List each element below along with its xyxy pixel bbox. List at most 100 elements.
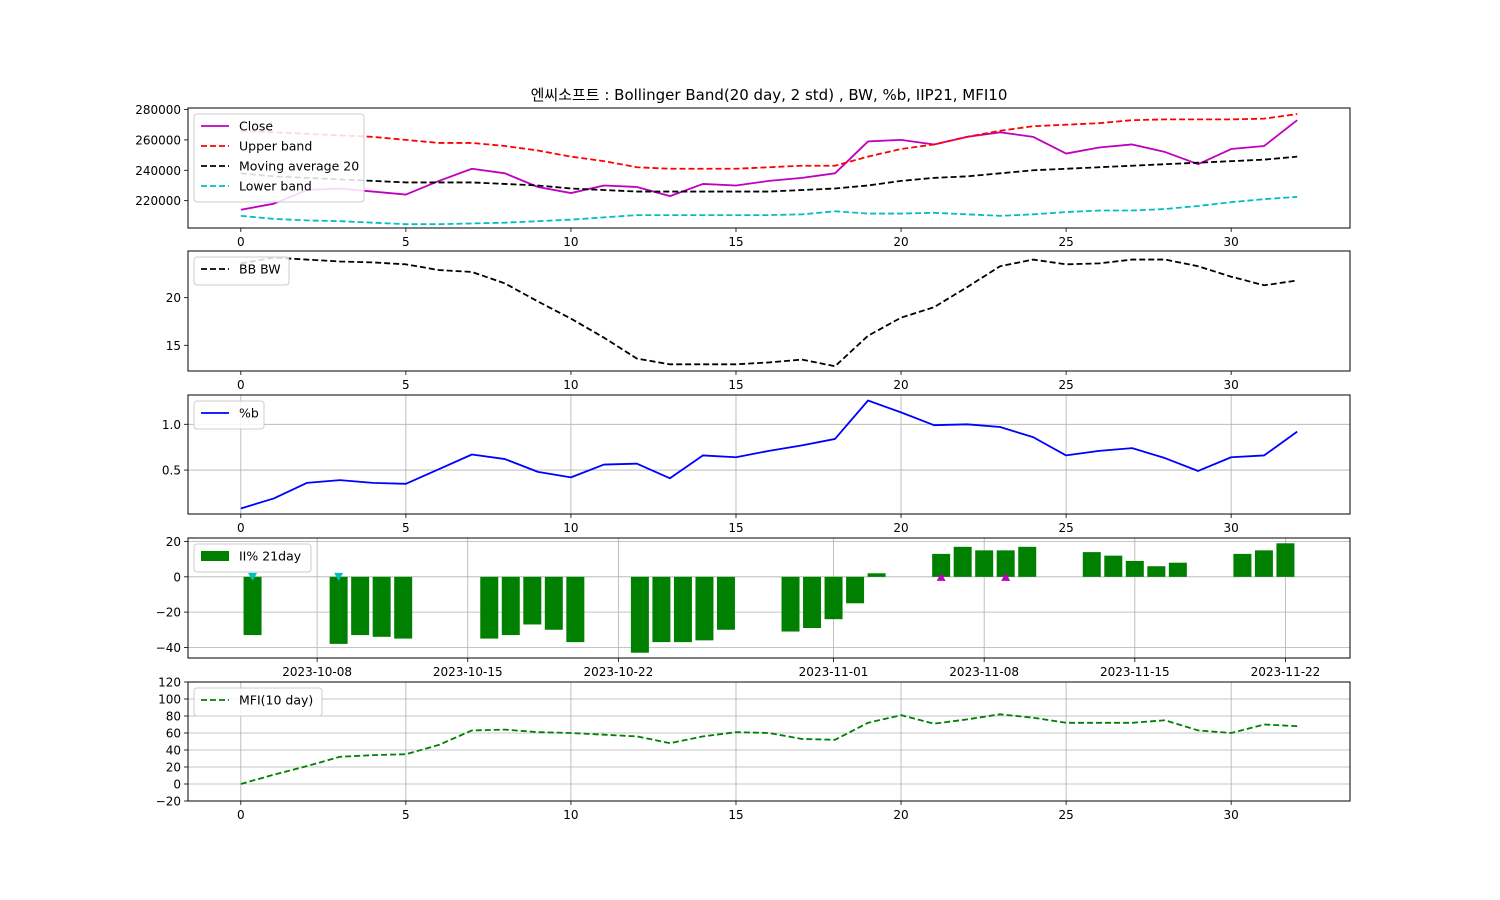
x-tick-label: 2023-10-08 <box>282 665 352 679</box>
bar <box>1147 566 1166 577</box>
triangle-up-marker <box>1001 572 1011 581</box>
series-line-lower <box>240 195 1298 226</box>
bar <box>716 576 735 630</box>
legend-label: Upper band <box>239 139 312 154</box>
bar <box>1254 550 1273 577</box>
x-tick-label: 20 <box>893 808 908 822</box>
x-tick-label: 30 <box>1224 521 1239 535</box>
bar <box>523 576 542 625</box>
bar <box>846 576 865 604</box>
bar <box>1125 560 1144 577</box>
triangle-down-marker <box>248 572 258 581</box>
x-tick-label: 30 <box>1224 378 1239 392</box>
axes-frame <box>187 107 1351 229</box>
series-line-upper <box>240 113 1298 170</box>
bar <box>394 576 413 639</box>
bar <box>1104 555 1123 577</box>
y-tick-label: 20 <box>166 291 181 305</box>
bar <box>996 550 1015 577</box>
bar <box>695 576 714 641</box>
legend-box <box>193 113 365 203</box>
chart-title: 엔씨소프트 : Bollinger Band(20 day, 2 std) , … <box>531 86 1008 104</box>
bar <box>1276 543 1295 577</box>
x-tick-label: 20 <box>893 235 908 249</box>
series-line-bw <box>240 256 1298 368</box>
panel-iip21: 2023-10-08 2023-10-15 2023-10-22 2023-11-01… <box>156 535 1351 679</box>
bar <box>867 573 886 577</box>
series-line-pb <box>240 399 1298 510</box>
legend-box <box>193 400 265 430</box>
x-tick-label: 15 <box>728 808 743 822</box>
y-tick-label: 60 <box>166 727 181 741</box>
bar <box>480 576 499 639</box>
bar <box>1233 553 1252 577</box>
axes-frame <box>187 394 1351 515</box>
x-tick-label: 20 <box>893 378 908 392</box>
bar <box>329 576 348 644</box>
x-tick-label: 2023-10-15 <box>433 665 503 679</box>
plot-area <box>240 713 1298 785</box>
bar <box>566 576 585 643</box>
plot-area <box>240 256 1298 368</box>
legend-label: BB BW <box>239 262 281 277</box>
y-tick-label: 280000 <box>135 103 181 117</box>
x-tick-label: 5 <box>402 808 410 822</box>
y-tick-label: 0.5 <box>162 464 181 478</box>
bar <box>1082 552 1101 577</box>
plot-area <box>240 399 1298 510</box>
legend-box <box>193 687 323 717</box>
x-tick-label: 2023-11-15 <box>1100 665 1170 679</box>
bar <box>652 576 671 643</box>
x-tick-label: 15 <box>728 521 743 535</box>
x-tick-label: 5 <box>402 235 410 249</box>
x-tick-label: 25 <box>1058 235 1073 249</box>
bar <box>824 576 843 620</box>
bar <box>501 576 520 636</box>
bar <box>781 576 800 632</box>
y-tick-label: 40 <box>166 744 181 758</box>
y-tick-label: 240000 <box>135 164 181 178</box>
legend-label: II% 21day <box>239 549 302 564</box>
y-tick-label: 20 <box>166 535 181 549</box>
x-tick-label: 30 <box>1224 235 1239 249</box>
x-tick-label: 20 <box>893 521 908 535</box>
legend-swatch <box>201 551 229 561</box>
x-tick-label: 10 <box>563 235 578 249</box>
bar <box>243 576 262 636</box>
bar <box>372 576 391 637</box>
bar <box>803 576 822 628</box>
triangle-down-marker <box>334 572 344 581</box>
bar <box>1018 546 1037 577</box>
legend-label: Lower band <box>239 179 312 194</box>
legend-box <box>193 256 290 286</box>
x-tick-label: 2023-11-01 <box>799 665 869 679</box>
series-line-close <box>240 119 1298 211</box>
y-tick-label: −40 <box>156 641 181 655</box>
x-tick-label: 25 <box>1058 378 1073 392</box>
legend-label: %b <box>239 406 259 421</box>
x-tick-label: 10 <box>563 521 578 535</box>
y-tick-label: 220000 <box>135 194 181 208</box>
series-line-ma <box>240 155 1298 193</box>
plot-area <box>243 543 1295 653</box>
x-tick-label: 2023-11-22 <box>1251 665 1321 679</box>
panel-bollinger: 0 5 10 15 20 25 30 220000 240000 260000 280000 Clos… <box>135 103 1351 249</box>
x-tick-label: 2023-11-08 <box>949 665 1019 679</box>
bar <box>932 553 951 577</box>
y-tick-label: 100 <box>158 693 181 707</box>
bar <box>351 576 370 636</box>
series-line-mfi <box>240 713 1298 785</box>
y-tick-label: −20 <box>156 606 181 620</box>
bar <box>975 550 994 577</box>
axes-frame <box>187 537 1351 659</box>
x-tick-label: 25 <box>1058 521 1073 535</box>
y-tick-label: 0 <box>173 570 181 584</box>
y-tick-label: 1.0 <box>162 418 181 432</box>
panel-percent_b: 0 5 10 15 20 25 30 0.5 1.0 %b <box>162 394 1351 535</box>
y-tick-label: 80 <box>166 710 181 724</box>
bar <box>630 576 649 653</box>
x-tick-label: 2023-10-22 <box>583 665 653 679</box>
x-tick-label: 0 <box>237 808 245 822</box>
y-tick-label: 20 <box>166 761 181 775</box>
